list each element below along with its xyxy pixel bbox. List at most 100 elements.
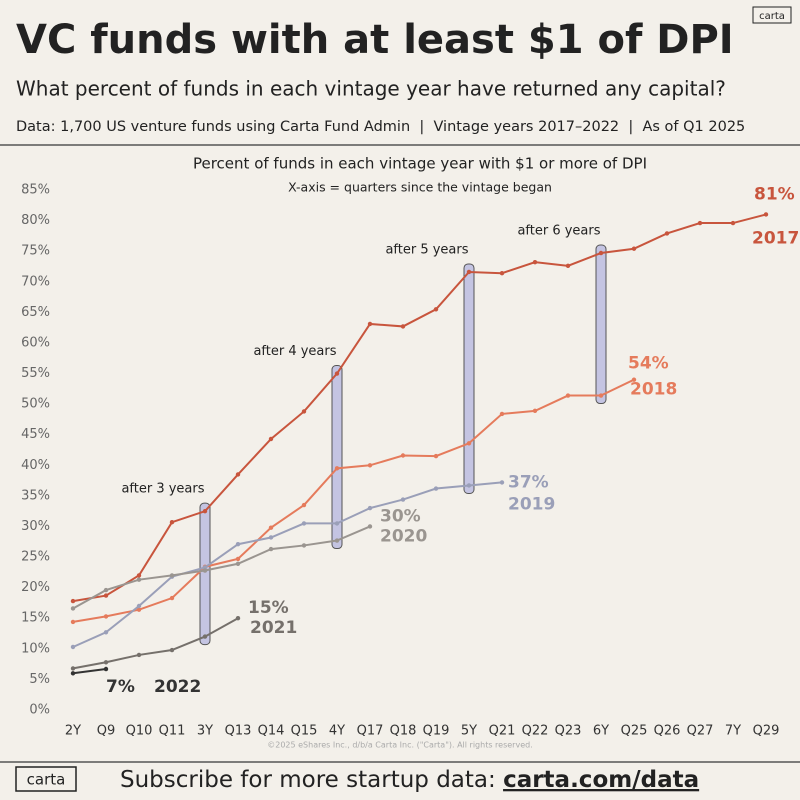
point [70, 598, 76, 604]
value-label: 54% [628, 354, 669, 374]
source: Data: 1,700 US venture funds using Carta… [16, 119, 745, 135]
point [103, 630, 109, 635]
series-name: 2020 [380, 526, 427, 546]
y-tick-label: 0% [29, 703, 50, 718]
copyright: ©2025 eShares Inc., d/b/a Carta Inc. ("C… [267, 741, 533, 750]
point [433, 307, 439, 312]
y-tick-label: 55% [21, 366, 50, 381]
x-tick-label: Q10 [126, 724, 153, 739]
point [763, 212, 769, 217]
point [367, 321, 373, 327]
point [499, 271, 505, 276]
y-tick-label: 85% [21, 183, 50, 198]
y-tick-label: 35% [21, 488, 50, 503]
y-tick-label: 80% [21, 213, 50, 228]
series-name: 2019 [508, 494, 555, 514]
chart-title: Percent of funds in each vintage year wi… [193, 155, 647, 173]
x-tick-label: Q25 [621, 724, 648, 739]
point [301, 543, 307, 548]
point [664, 231, 670, 236]
x-tick-label: Q29 [753, 724, 780, 739]
title: VC funds with at least $1 of DPI [16, 17, 734, 63]
series-line [72, 617, 239, 670]
point [532, 408, 538, 414]
value-label: 15% [248, 598, 289, 618]
point [466, 483, 472, 488]
series-name: 2021 [250, 618, 297, 638]
point [631, 377, 637, 382]
point [598, 250, 604, 256]
x-tick-label: Q21 [489, 724, 516, 739]
point [136, 573, 142, 578]
point [631, 246, 637, 251]
x-tick-label: Q27 [687, 724, 714, 739]
point [169, 519, 175, 525]
brand: carta [759, 11, 785, 22]
point [103, 660, 109, 665]
point [136, 607, 142, 612]
x-tick-label: Q15 [291, 724, 318, 739]
value-label: 30% [380, 506, 421, 526]
point [334, 521, 340, 526]
series-line [72, 668, 107, 675]
point [169, 647, 175, 653]
x-tick-label: 2Y [65, 724, 81, 739]
x-tick-label: Q19 [423, 724, 450, 739]
point [565, 263, 571, 269]
point [235, 616, 241, 621]
x-tick-label: 5Y [461, 724, 477, 739]
series-line [72, 481, 503, 648]
footer-cta: Subscribe for more startup data: [120, 767, 503, 793]
footer-logo-box [15, 766, 77, 792]
point [70, 606, 76, 611]
y-tick-label: 25% [21, 550, 50, 565]
point [235, 542, 241, 547]
point [70, 671, 76, 676]
point [532, 259, 538, 265]
point [268, 525, 274, 530]
footer-link[interactable]: carta.com/data [503, 767, 699, 793]
y-tick-label: 40% [21, 458, 50, 473]
annotation-label: after 3 years [121, 482, 204, 497]
point [70, 619, 76, 625]
point [433, 453, 439, 459]
series-line [72, 378, 635, 623]
y-tick-label: 70% [21, 274, 50, 289]
y-tick-label: 60% [21, 335, 50, 350]
series-name: 2022 [154, 677, 201, 697]
point [334, 466, 340, 471]
x-tick-label: Q23 [555, 724, 582, 739]
y-tick-label: 45% [21, 427, 50, 442]
point [202, 565, 208, 570]
subtitle: What percent of funds in each vintage ye… [16, 77, 726, 101]
point [400, 324, 406, 329]
x-tick-label: Q13 [225, 724, 252, 739]
y-tick-label: 75% [21, 244, 50, 259]
x-tick-label: Q14 [258, 724, 285, 739]
series-line [72, 213, 767, 603]
point [301, 521, 307, 526]
value-label: 81% [754, 184, 795, 204]
y-tick-label: 15% [21, 611, 50, 626]
point [136, 652, 142, 658]
point [697, 220, 703, 226]
point [169, 595, 175, 601]
y-tick-label: 20% [21, 580, 50, 595]
annotation-bar [199, 502, 211, 646]
x-tick-label: Q9 [97, 724, 116, 739]
point [301, 502, 307, 508]
point [103, 666, 109, 672]
point [334, 371, 340, 376]
chart-subtitle: X-axis = quarters since the vintage bega… [288, 180, 552, 195]
annotation-label: after 4 years [253, 344, 336, 359]
brand-box [752, 6, 792, 24]
x-tick-label: 3Y [197, 724, 213, 739]
point [400, 497, 406, 502]
point [433, 486, 439, 491]
point [136, 603, 142, 609]
point [301, 409, 307, 414]
point [268, 546, 274, 552]
x-tick-label: Q18 [390, 724, 417, 739]
